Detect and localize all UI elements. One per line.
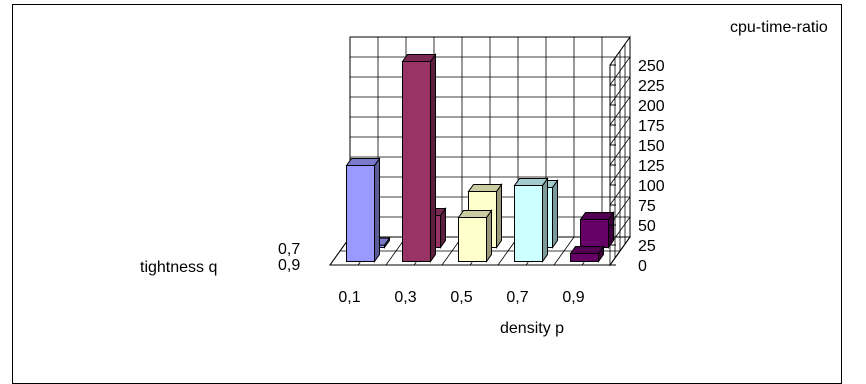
bar-front-face	[570, 253, 599, 262]
bar-side-face	[542, 176, 548, 264]
z-tick-label: 75	[638, 198, 656, 215]
bar-top-face	[457, 210, 493, 218]
bar-front-face	[580, 219, 609, 248]
y-tick-label: 0,9	[278, 257, 300, 274]
bar-0,5-0,9	[457, 208, 493, 264]
bar-top-face	[569, 246, 605, 254]
bar-side-face	[496, 182, 502, 250]
bar-side-face	[374, 156, 380, 264]
z-tick-label: 150	[638, 138, 665, 155]
z-tick-label: 0	[638, 258, 647, 275]
bar-top-face	[467, 184, 503, 192]
bar-front-face	[458, 217, 487, 262]
x-axis-label: density p	[500, 320, 564, 337]
chart-bars	[345, 52, 615, 264]
bar-0,3-0,9	[401, 52, 437, 264]
bar-top-face	[513, 178, 549, 186]
bar-side-face	[552, 178, 558, 250]
bar-0,1-0,9	[345, 156, 381, 264]
y-tick-label: 0,7	[278, 241, 300, 258]
bar-top-face	[345, 158, 381, 166]
z-axis-label: cpu-time-ratio	[730, 19, 828, 36]
z-tick-label: 25	[638, 238, 656, 255]
z-tick-label: 175	[638, 118, 665, 135]
z-tick-label: 250	[638, 58, 665, 75]
chart-3d-columns: 0 25 50 75 100 125 150 175 200 225 250 0,1 0,3 0,5 0,7…	[140, 19, 828, 337]
y-axis-label: tightness q	[140, 259, 217, 276]
x-tick-label: 0,9	[562, 289, 584, 306]
z-tick-label: 50	[638, 218, 656, 235]
x-tick-label: 0,3	[394, 289, 416, 306]
bar-0,9-0,7	[579, 210, 615, 250]
x-tick-label: 0,7	[506, 289, 528, 306]
z-tick-label: 225	[638, 78, 665, 95]
z-tick-label: 100	[638, 178, 665, 195]
z-tick-label: 200	[638, 98, 665, 115]
bar-top-face	[579, 212, 615, 220]
bar-0,7-0,9	[513, 176, 549, 264]
bar-top-face	[401, 54, 437, 62]
bar-front-face	[402, 61, 431, 262]
chart-ticks: 0 25 50 75 100 125 150 175 200 225 250 0,1 0,3 0,5 0,7…	[278, 58, 665, 306]
x-tick-label: 0,5	[450, 289, 472, 306]
bar-side-face	[430, 52, 436, 264]
bar-front-face	[346, 165, 375, 262]
z-tick-label: 125	[638, 158, 665, 175]
bar-front-face	[514, 185, 543, 262]
bar-0,9-0,9	[569, 244, 605, 264]
bar-side-face	[486, 208, 492, 264]
x-tick-label: 0,1	[338, 289, 360, 306]
